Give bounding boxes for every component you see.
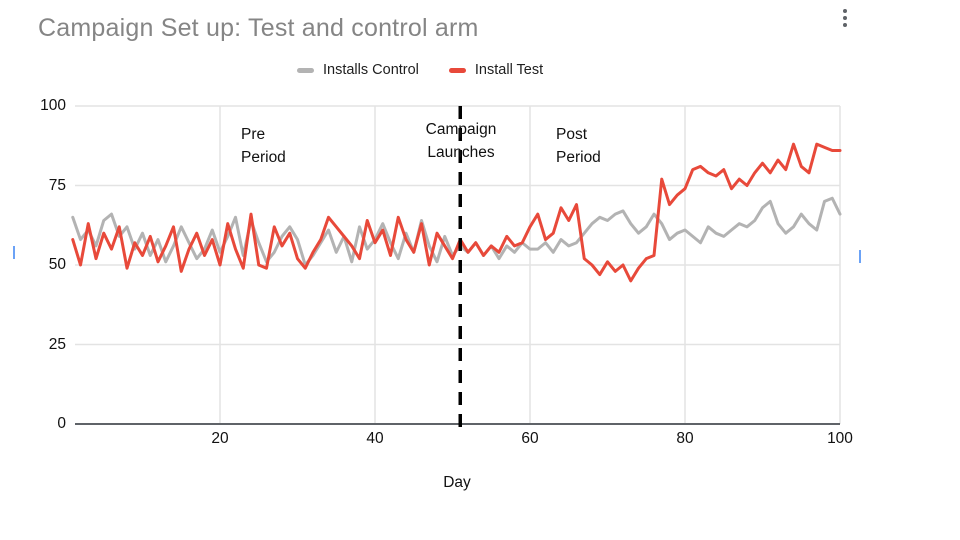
kebab-dot <box>843 16 847 20</box>
legend-item-installs-control: Installs Control <box>297 62 419 78</box>
annotation-post-period: Post Period <box>556 126 601 166</box>
legend-label: Install Test <box>474 62 544 78</box>
kebab-dot <box>843 9 847 13</box>
annotation-campaign-launches: Campaign Launches <box>425 121 497 161</box>
text-cursor-mark-right <box>859 250 861 263</box>
test-series-swatch-icon <box>448 67 466 73</box>
text-cursor-mark-left <box>13 246 15 259</box>
page-title: Campaign Set up: Test and control arm <box>38 14 479 42</box>
legend-item-install-test: Install Test <box>448 62 544 78</box>
control-series-swatch-icon <box>297 67 314 73</box>
legend-label: Installs Control <box>323 62 419 78</box>
kebab-dot <box>843 23 847 27</box>
more-options-kebab-icon[interactable] <box>836 3 854 33</box>
annotation-pre-period: Pre Period <box>241 126 286 166</box>
chart-legend: Installs Control Install Test <box>297 62 543 78</box>
x-axis-title: Day <box>443 474 471 491</box>
